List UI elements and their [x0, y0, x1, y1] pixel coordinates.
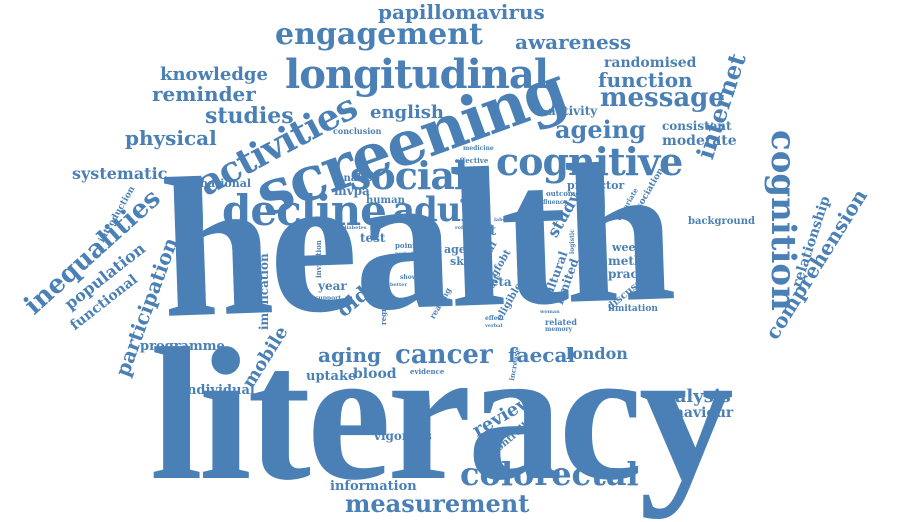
word-bcap: bcap — [474, 241, 490, 248]
word-woman: woman — [540, 309, 560, 315]
word-week: week — [480, 224, 495, 230]
word-data: data — [420, 267, 440, 277]
word-studies: studies — [205, 103, 294, 129]
word-year: year — [318, 279, 347, 293]
word-message: message — [600, 83, 725, 113]
word-london: london — [566, 344, 628, 363]
word-medicine: medicine — [463, 145, 494, 152]
word-cohort: cohort — [460, 195, 490, 205]
word-label: label — [494, 217, 508, 223]
word-aged: aged — [444, 243, 474, 256]
word-effective: effective — [455, 156, 489, 165]
word-blood: blood — [353, 366, 397, 382]
word-colorectal: colorectal — [460, 455, 639, 493]
word-regression: regression — [379, 283, 388, 325]
word-ageing: ageing — [555, 115, 646, 144]
word-human: human — [366, 195, 405, 206]
word-moderate: moderate — [662, 133, 737, 149]
word-literacy: literacy — [150, 310, 734, 520]
word-outcome: outcome — [546, 189, 580, 198]
word-verbal: verbal — [485, 323, 503, 329]
word-period: period — [395, 251, 414, 257]
word-uptake: uptake — [306, 369, 357, 384]
word-social: social — [350, 153, 468, 198]
word-physical: physical — [125, 126, 217, 150]
word-behaviour: behaviour — [655, 405, 734, 421]
word-tricss: tricss — [370, 269, 389, 276]
word-point: point — [395, 241, 416, 250]
word-method: method — [608, 254, 659, 268]
word-awareness: awareness — [515, 30, 632, 54]
word-engagement: engagement — [275, 17, 483, 52]
word-faecal: faecal — [508, 343, 576, 367]
word-better: better — [390, 282, 408, 288]
word-information: information — [330, 479, 417, 494]
word-mvpa: mvpa — [334, 184, 370, 198]
word-memory: memory — [545, 326, 573, 333]
word-fluency: fluency — [543, 199, 568, 206]
word-analyse: analyse — [337, 173, 379, 184]
word-english: english — [370, 102, 445, 123]
word-invitation: invitation — [314, 240, 323, 278]
word-cognitive: cognitive — [496, 139, 683, 184]
word-limitation: limitation — [608, 304, 658, 314]
word-randomised: randomised — [604, 55, 697, 71]
word-meta: meta — [478, 275, 512, 289]
word-longitudinal: longitudinal — [285, 51, 549, 98]
word-systematic: systematic — [72, 164, 168, 183]
word-programme: programme — [140, 339, 225, 354]
word-analysis: analysis — [650, 386, 731, 407]
word-national: national — [200, 177, 252, 190]
word-implication: implication — [257, 253, 271, 330]
word-conclusion: conclusion — [333, 126, 382, 136]
word-show: show — [400, 274, 417, 281]
word-background: background — [688, 216, 755, 227]
word-adult: adult — [393, 190, 488, 230]
word-test: test — [360, 231, 386, 245]
word-skill: skill — [450, 255, 477, 268]
word-individual: individual — [182, 383, 255, 398]
word-diabetes: diabetes — [343, 225, 367, 231]
word-weekly: weekly — [612, 241, 654, 254]
word-practice: practice — [608, 267, 663, 281]
word-papillomavirus: papillomavirus — [378, 0, 545, 24]
word-time: time — [420, 237, 436, 244]
word-evidence: evidence — [410, 367, 445, 376]
word-cancer: cancer — [395, 340, 493, 370]
word-activity: activity — [548, 104, 598, 118]
word-decline: decline — [222, 186, 387, 235]
word-role: role — [455, 225, 467, 231]
word-logistic: logistic — [569, 229, 576, 254]
word-knowledge: knowledge — [160, 64, 268, 85]
word-function: function — [598, 68, 693, 92]
word-support: support — [315, 295, 342, 302]
word-related: related — [545, 317, 577, 327]
word-aging: aging — [318, 343, 382, 367]
word-predictor: predictor — [567, 179, 625, 192]
word-effect: effect — [485, 315, 504, 322]
word-vigorous: vigorous — [374, 429, 432, 443]
word-consistent: consistent — [662, 119, 732, 133]
word-reminder: reminder — [152, 82, 256, 106]
word-text: text — [466, 223, 497, 239]
word-measurement: measurement — [345, 489, 530, 518]
